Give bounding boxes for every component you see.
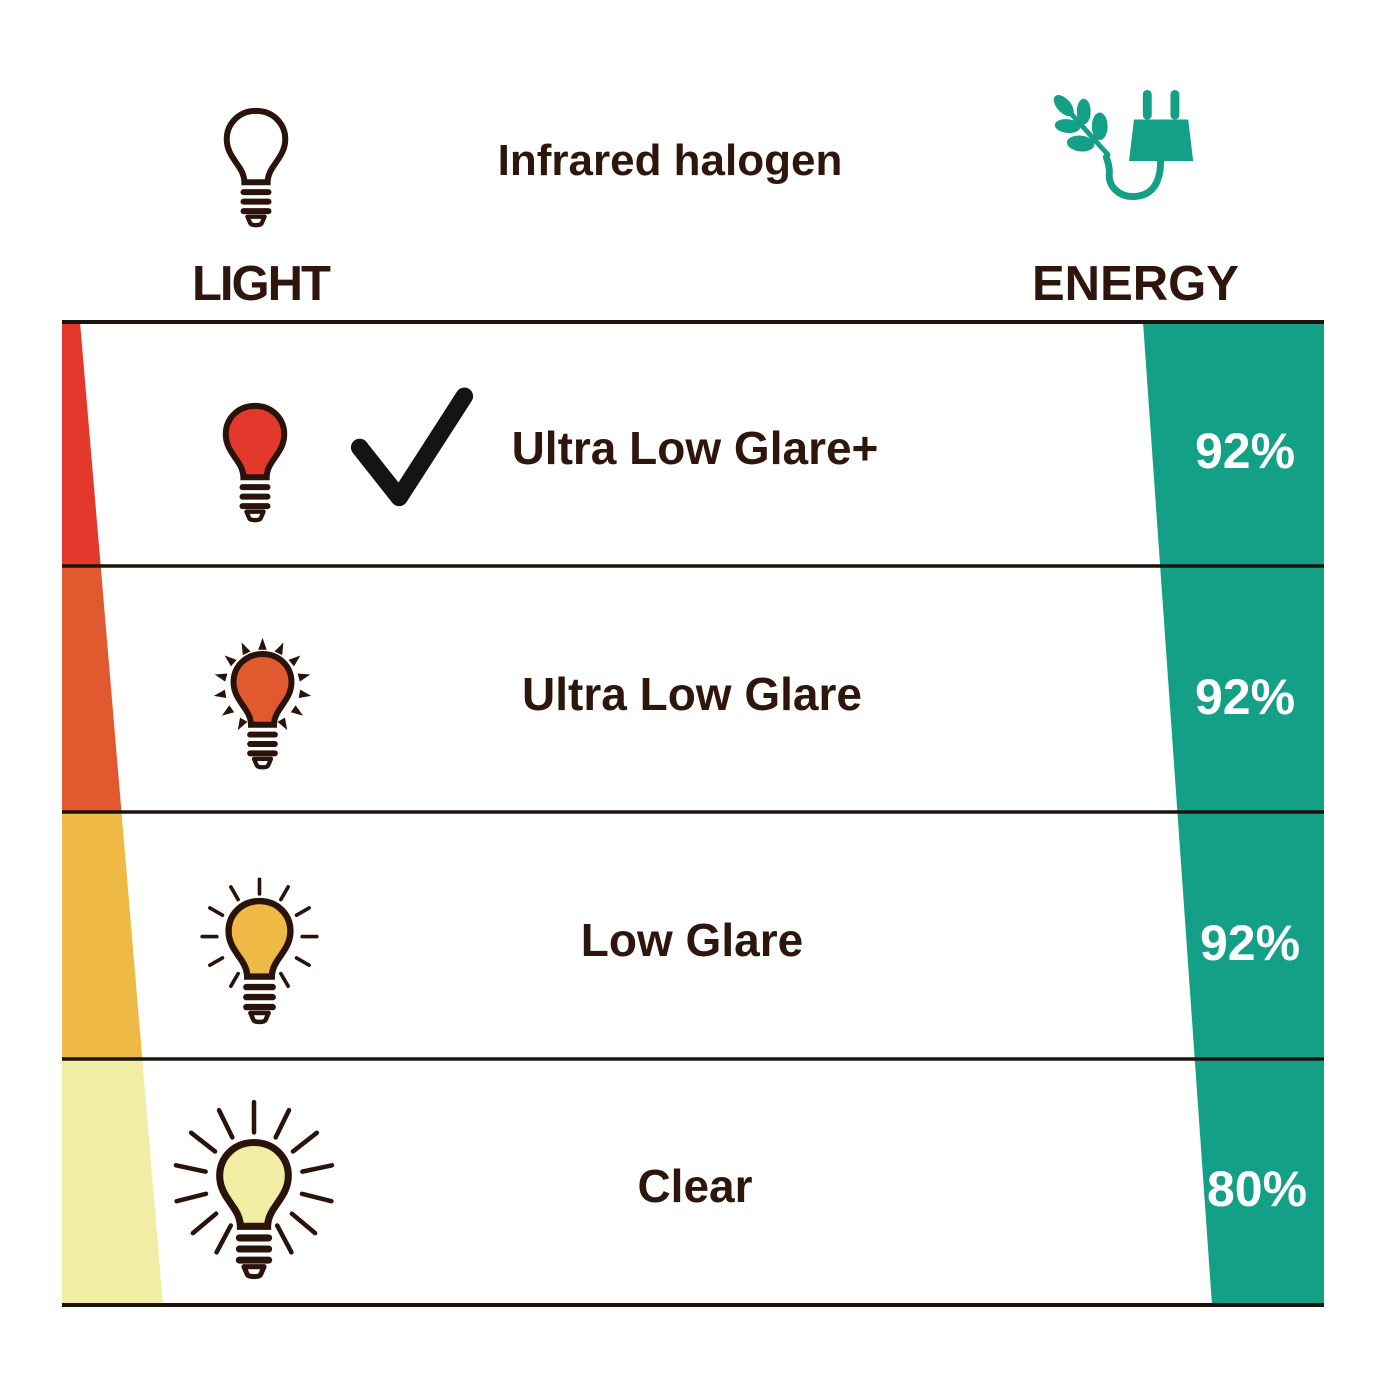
energy-percent: 92% bbox=[1199, 915, 1301, 971]
amber-bulb-rays-icon bbox=[200, 877, 319, 1043]
row-label: Low Glare bbox=[580, 914, 804, 966]
light-wedge-row2 bbox=[62, 566, 122, 812]
red-bulb-icon bbox=[212, 398, 298, 523]
page-title: Infrared halogen bbox=[497, 136, 843, 185]
row-label: Ultra Low Glare+ bbox=[511, 422, 879, 474]
energy-percent: 92% bbox=[1194, 423, 1296, 479]
medium-rays bbox=[200, 877, 319, 989]
light-column-label: LIGHT bbox=[192, 257, 331, 311]
leaf-icon bbox=[1053, 95, 1111, 158]
comparison-table-graphic bbox=[62, 320, 1324, 1307]
energy-percent: 92% bbox=[1194, 669, 1296, 725]
checkmark-icon bbox=[350, 387, 474, 507]
light-wedge-row1 bbox=[62, 322, 101, 566]
short-rays bbox=[213, 637, 312, 731]
orange-bulb-rays-icon bbox=[213, 637, 312, 787]
plug-icon bbox=[1102, 89, 1194, 200]
row-label: Clear bbox=[637, 1160, 753, 1212]
light-wedge-row3 bbox=[62, 812, 143, 1059]
eco-leaf-plug-icon bbox=[1053, 89, 1194, 200]
row-label: Ultra Low Glare bbox=[522, 668, 862, 720]
light-bulb-outline-icon bbox=[213, 103, 299, 228]
light-wedge-row4 bbox=[62, 1059, 163, 1305]
energy-percent: 80% bbox=[1206, 1161, 1308, 1217]
long-rays bbox=[173, 1099, 335, 1255]
pale-bulb-rays-icon bbox=[173, 1099, 335, 1300]
energy-column-label: ENERGY bbox=[1032, 257, 1239, 311]
